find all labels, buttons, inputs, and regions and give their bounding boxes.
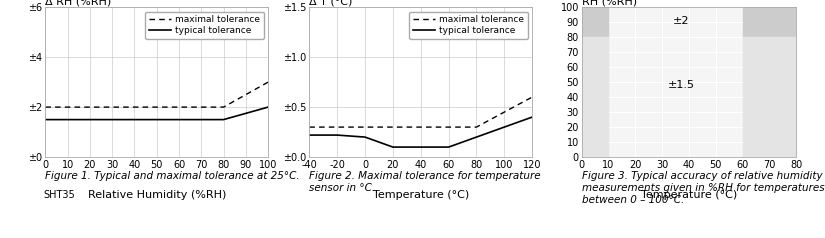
Legend: maximal tolerance, typical tolerance: maximal tolerance, typical tolerance [145, 12, 264, 39]
typical tolerance [416, 146, 426, 149]
maximal tolerance [219, 106, 229, 109]
maximal tolerance [304, 126, 314, 129]
Line: typical tolerance: typical tolerance [309, 117, 532, 147]
Bar [609, 37, 742, 157]
Text: RH (%RH): RH (%RH) [582, 0, 637, 6]
typical tolerance [40, 118, 50, 121]
maximal tolerance [472, 126, 482, 129]
Text: ±2: ±2 [672, 16, 689, 26]
Bar [582, 37, 609, 157]
typical tolerance [304, 134, 314, 137]
typical tolerance [263, 106, 273, 109]
maximal tolerance [360, 126, 370, 129]
Text: Temperature (°C): Temperature (°C) [641, 190, 737, 200]
typical tolerance [388, 146, 398, 149]
Text: Figure 1. Typical and maximal tolerance at 25°C.: Figure 1. Typical and maximal tolerance … [45, 171, 300, 181]
maximal tolerance [40, 106, 50, 109]
Text: Temperature (°C): Temperature (°C) [373, 190, 469, 200]
Text: Δ T (°C): Δ T (°C) [309, 0, 353, 6]
Text: Relative Humidity (%RH): Relative Humidity (%RH) [87, 190, 226, 200]
Bar [742, 37, 796, 157]
Text: Δ RH (%RH): Δ RH (%RH) [45, 0, 111, 6]
Line: maximal tolerance: maximal tolerance [309, 97, 532, 127]
Text: SHT35: SHT35 [43, 190, 75, 200]
typical tolerance [444, 146, 454, 149]
Line: typical tolerance: typical tolerance [45, 107, 268, 119]
maximal tolerance [444, 126, 454, 129]
Text: Figure 3. Typical accuracy of relative humidity
measurements given in %RH for te: Figure 3. Typical accuracy of relative h… [582, 171, 824, 204]
maximal tolerance [263, 81, 273, 84]
typical tolerance [332, 134, 342, 137]
typical tolerance [472, 136, 482, 139]
typical tolerance [527, 116, 537, 119]
typical tolerance [499, 126, 509, 129]
maximal tolerance [499, 111, 509, 114]
Bar [609, 7, 742, 37]
maximal tolerance [527, 96, 537, 99]
Line: maximal tolerance: maximal tolerance [45, 82, 268, 107]
Text: ±1.5: ±1.5 [667, 80, 695, 90]
typical tolerance [360, 136, 370, 139]
Bar [742, 7, 796, 37]
typical tolerance [219, 118, 229, 121]
Legend: maximal tolerance, typical tolerance: maximal tolerance, typical tolerance [409, 12, 528, 39]
Text: Figure 2. Maximal tolerance for temperature
sensor in °C.: Figure 2. Maximal tolerance for temperat… [309, 171, 541, 193]
Bar [582, 7, 609, 37]
